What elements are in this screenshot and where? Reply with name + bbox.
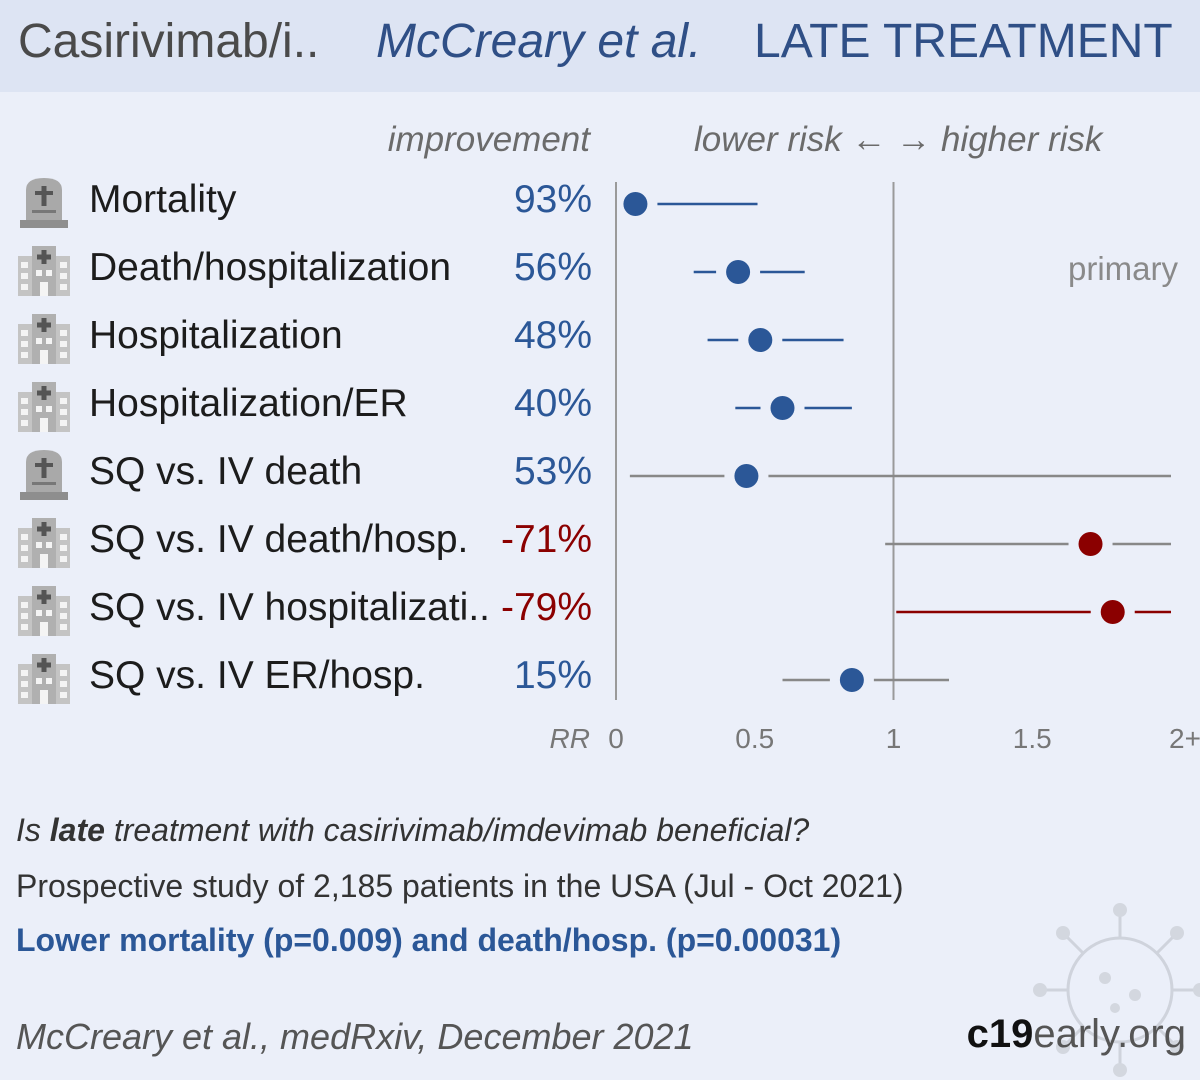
outcome-label: Hospitalization/ER: [89, 382, 408, 425]
effect-point: [770, 396, 795, 420]
brand-bold: c19: [966, 1012, 1034, 1056]
tombstone-icon: [16, 174, 72, 230]
title-authors: McCreary et al.: [376, 15, 702, 68]
forest-plot: 0 0.5 1 1.5 2+ RR: [550, 182, 1200, 754]
hospital-icon: [16, 310, 72, 366]
improvement-value: 93%: [513, 178, 592, 221]
outcome-label: SQ vs. IV hospitalizati..: [89, 586, 490, 629]
improvement-value: -79%: [500, 586, 592, 629]
effect-point: [1100, 600, 1125, 624]
primary-outcome-label: primary: [1067, 250, 1178, 287]
study-description: Prospective study of 2,185 patients in t…: [16, 868, 904, 904]
x-axis-label: RR: [550, 723, 590, 754]
outcome-row: SQ vs. IV death 53%: [0, 440, 600, 508]
improvement-value: 15%: [513, 654, 592, 697]
risk-direction-header: lower risk ← → higher risk: [694, 120, 1103, 159]
outcome-row: Death/hospitalization 56%: [0, 236, 600, 304]
effect-point: [726, 260, 751, 284]
effect-point: [748, 328, 773, 352]
outcome-label: Death/hospitalization: [89, 246, 452, 289]
x-tick-label: 2+: [1169, 723, 1200, 754]
improvement-value: 48%: [513, 314, 592, 357]
outcome-label: SQ vs. IV ER/hosp.: [89, 654, 425, 697]
outcome-label: Hospitalization: [89, 314, 343, 357]
question-bold: late: [49, 812, 105, 848]
effect-point: [1078, 532, 1103, 556]
hospital-icon: [16, 242, 72, 298]
outcome-row: SQ vs. IV ER/hosp. 15%: [0, 644, 600, 712]
title-stage: LATE TREATMENT: [754, 15, 1173, 68]
effect-point: [839, 668, 864, 692]
outcome-row: SQ vs. IV hospitalizati.. -79%: [0, 576, 600, 644]
x-tick-label: 1: [886, 723, 902, 754]
hospital-icon: [16, 378, 72, 434]
improvement-column-header: improvement: [387, 120, 590, 159]
tombstone-icon: [16, 446, 72, 502]
question-line: Is late treatment with casirivimab/imdev…: [16, 812, 809, 849]
effect-point: [623, 192, 648, 216]
improvement-value: 40%: [513, 382, 592, 425]
improvement-value: 53%: [513, 450, 592, 493]
question-pre: Is: [16, 812, 50, 848]
x-tick-label: 1.5: [1013, 723, 1052, 754]
hospital-icon: [16, 650, 72, 706]
x-tick-label: 0.5: [735, 723, 774, 754]
citation: McCreary et al., medRxiv, December 2021: [16, 1016, 694, 1057]
outcome-label: SQ vs. IV death: [89, 450, 363, 493]
virus-icon: [1033, 903, 1200, 1077]
result-summary: Lower mortality (p=0.009) and death/hosp…: [16, 922, 842, 958]
hospital-icon: [16, 582, 72, 638]
question-post: treatment with casirivimab/imdevimab ben…: [104, 812, 810, 848]
improvement-value: 56%: [513, 246, 592, 289]
outcome-row: Mortality 93%: [0, 168, 600, 236]
outcome-row: SQ vs. IV death/hosp. -71%: [0, 508, 600, 576]
x-tick-label: 0: [608, 723, 624, 754]
outcome-label: SQ vs. IV death/hosp.: [89, 518, 469, 561]
brand-logo[interactable]: c19early.org: [967, 1012, 1186, 1057]
title-bar: Casirivimab/i.. McCreary et al. LATE TRE…: [0, 0, 1200, 92]
improvement-value: -71%: [500, 518, 592, 561]
brand-rest: early.org: [1033, 1012, 1186, 1056]
outcome-label: Mortality: [89, 178, 237, 221]
hospital-icon: [16, 514, 72, 570]
title-drug: Casirivimab/i..: [18, 15, 320, 68]
outcome-row: Hospitalization 48%: [0, 304, 600, 372]
effect-point: [734, 464, 759, 488]
outcome-row: Hospitalization/ER 40%: [0, 372, 600, 440]
